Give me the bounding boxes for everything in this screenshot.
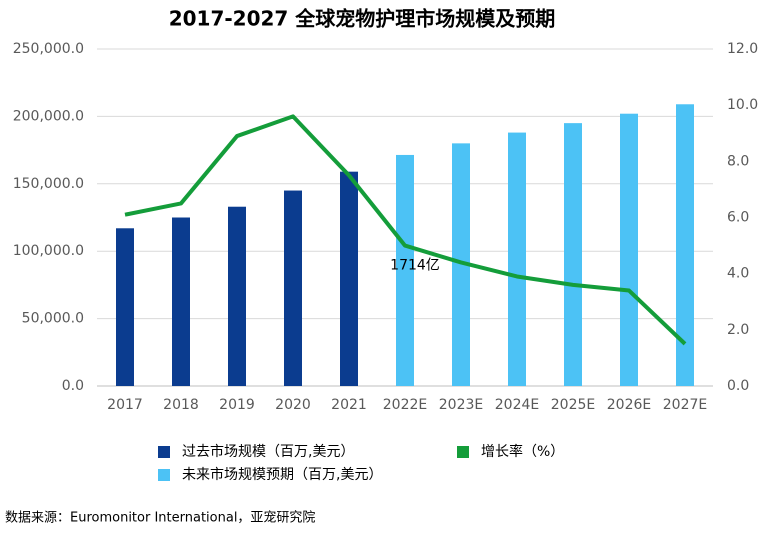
bar — [172, 217, 190, 386]
x-tick-label: 2023E — [439, 397, 483, 413]
legend-label: 未来市场规模预期（百万,美元） — [182, 466, 382, 483]
bar — [116, 228, 134, 386]
x-tick-label: 2022E — [383, 397, 427, 413]
legend-label: 过去市场规模（百万,美元） — [182, 443, 354, 460]
y2-tick-label: 10.0 — [727, 97, 758, 113]
x-tick-label: 2024E — [495, 397, 539, 413]
y2-tick-label: 8.0 — [727, 153, 749, 169]
bar — [676, 104, 694, 386]
line — [124, 114, 687, 346]
y-tick-label: 150,000.0 — [13, 176, 84, 192]
x-tick-label: 2018 — [163, 397, 199, 413]
legend-swatch — [158, 469, 170, 481]
bar — [228, 206, 246, 386]
bar — [340, 171, 358, 386]
source: 数据来源：Euromonitor International，亚宠研究院 — [5, 510, 315, 526]
y2-tick-label: 4.0 — [727, 266, 749, 282]
bar — [452, 143, 470, 386]
y2-tick-label: 2.0 — [727, 322, 749, 338]
x-tick-label: 2020 — [275, 397, 311, 413]
annotation: 1714亿 — [390, 258, 440, 274]
bar — [508, 132, 526, 386]
legend-label: 增长率（%） — [481, 443, 564, 460]
x-tick-label: 2026E — [607, 397, 651, 413]
legend-swatch — [158, 446, 170, 458]
y-tick-label: 0.0 — [62, 378, 84, 394]
y-tick-label: 200,000.0 — [13, 108, 84, 124]
x-tick-label: 2025E — [551, 397, 595, 413]
y2-tick-label: 12.0 — [727, 41, 758, 57]
bar — [620, 113, 638, 386]
x-tick-label: 2019 — [219, 397, 255, 413]
y-tick-label: 250,000.0 — [13, 41, 84, 57]
x-tick-label: 2021 — [331, 397, 367, 413]
y-tick-label: 100,000.0 — [13, 243, 84, 259]
bar — [564, 123, 582, 386]
chart-title: 2017-2027 全球宠物护理市场规模及预期 — [169, 7, 556, 31]
bar — [284, 190, 302, 386]
y-tick-label: 50,000.0 — [22, 311, 84, 327]
x-tick-label: 2027E — [663, 397, 707, 413]
bar — [396, 154, 414, 386]
y2-tick-label: 6.0 — [727, 210, 749, 226]
x-tick-label: 2017 — [107, 397, 143, 413]
y2-tick-label: 0.0 — [727, 378, 749, 394]
legend-swatch — [457, 446, 469, 458]
